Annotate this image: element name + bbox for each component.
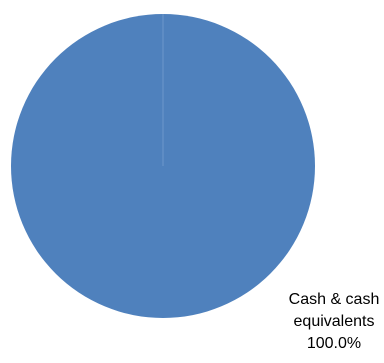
pie-data-labels: Cash & cash equivalents 100.0% bbox=[289, 291, 380, 352]
pie-data-label-category: Cash & cash bbox=[289, 291, 380, 308]
pie-data-label-category: equivalents bbox=[294, 313, 375, 330]
pie-data-label: Cash & cash equivalents 100.0% bbox=[289, 291, 380, 352]
pie-slices bbox=[11, 14, 315, 318]
pie-data-label-value: 100.0% bbox=[307, 335, 361, 352]
